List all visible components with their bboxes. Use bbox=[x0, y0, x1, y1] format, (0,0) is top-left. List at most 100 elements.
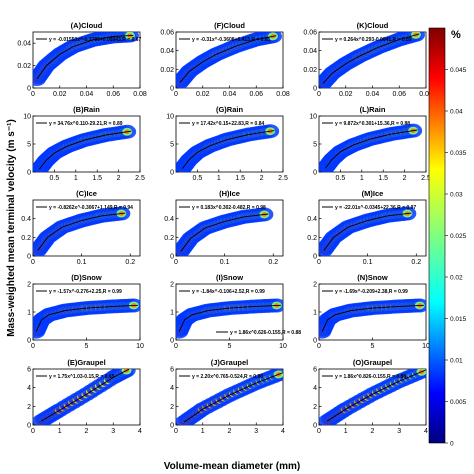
y-tick-label: 2 bbox=[27, 282, 31, 289]
x-tick-label: 2.5 bbox=[135, 175, 145, 182]
equation-label: y = -1.57x^-0.276+2.25,R = 0.99 bbox=[49, 289, 122, 295]
y-tick-label: 0.2 bbox=[164, 235, 174, 242]
equation-label: y = -22.01x^-0.0345+22.36,R = 0.97 bbox=[335, 205, 416, 211]
panel-title: (G)Rain bbox=[216, 105, 244, 114]
x-tick-label: 0.04 bbox=[80, 91, 94, 98]
fit-line bbox=[321, 304, 424, 332]
panel-title: (E)Graupel bbox=[67, 358, 105, 367]
equation-label: y = 0.183x^0.302-0.482,R = 0.98 bbox=[192, 205, 266, 211]
y-tick-label: 6 bbox=[313, 367, 317, 374]
colorbar-tick-label: 0.035 bbox=[450, 150, 467, 157]
x-tick-label: 0.1 bbox=[77, 259, 87, 266]
panel-title: (A)Cloud bbox=[71, 21, 103, 30]
y-tick-label: 5 bbox=[27, 142, 31, 149]
panel: (M)Ice y = -22.01x^-0.0345+22.36,R = 0.97… bbox=[307, 189, 427, 266]
x-tick-label: 0 bbox=[317, 259, 321, 266]
colorbar-unit: % bbox=[451, 29, 461, 41]
panel: (A)Cloud y = -0.01550x^-0.3786+0.08943,R … bbox=[17, 21, 147, 98]
panel-title: (H)Ice bbox=[219, 189, 240, 198]
x-tick-label: 1.5 bbox=[378, 175, 388, 182]
x-tick-label: 0 bbox=[317, 91, 321, 98]
panel: (D)Snow y = -1.57x^-0.276+2.25,R = 0.99 0 5… bbox=[27, 273, 144, 350]
x-tick-label: 0.2 bbox=[411, 259, 421, 266]
colorbar-tick-label: 0.04 bbox=[450, 109, 463, 116]
y-tick-label: 0.04 bbox=[160, 48, 174, 55]
fit-line bbox=[37, 212, 126, 251]
colorbar: % 0.045 0.04 0.035 0.03 0.025 0.02 0.015 0.01 0.… bbox=[428, 27, 467, 448]
panel: (E)Graupel y = 1.75x^1.03-0.15,R = 0.85 0 1… bbox=[27, 358, 142, 435]
x-tick-label: 0.08 bbox=[276, 91, 290, 98]
x-tick-label: 0.08 bbox=[419, 91, 433, 98]
panel: (F)Cloud y = -0.31x^-0.3608+0.413,R = 0.8… bbox=[160, 21, 290, 98]
y-tick-label: 2 bbox=[170, 282, 174, 289]
x-tick-label: 0.1 bbox=[220, 259, 230, 266]
panel: (G)Rain y = 17.42x^0.15+22.83,R = 0.84 0.5… bbox=[166, 105, 288, 182]
annotation-equation: y = 1.86x^0.626-0.155,R = 0.88 bbox=[230, 330, 301, 336]
y-tick-label: 0.2 bbox=[307, 235, 317, 242]
y-tick-label: 0 bbox=[27, 423, 31, 430]
y-tick-label: 0.02 bbox=[160, 67, 174, 74]
panel: (I)Snow y = -1.84x^-0.106+2.52,R = 0.99 0 5… bbox=[170, 273, 287, 350]
x-tick-label: 2 bbox=[117, 175, 121, 182]
panel-title: (L)Rain bbox=[360, 105, 386, 114]
y-tick-label: 2 bbox=[27, 404, 31, 411]
equation-label: y = 0.264x^0.293-0.0641,R = 0.89 bbox=[335, 37, 412, 43]
x-tick-label: 1 bbox=[58, 428, 62, 435]
panel-title: (C)Ice bbox=[76, 189, 97, 198]
x-tick-label: 0 bbox=[31, 259, 35, 266]
x-tick-label: 1 bbox=[201, 428, 205, 435]
fit-line bbox=[182, 130, 275, 169]
x-tick-label: 0.06 bbox=[392, 91, 406, 98]
panel: (O)Graupel y = 1.86x^0.826-0.155,R = 0.88… bbox=[313, 358, 428, 435]
equation-label: y = 34.76x^0.110-29.21,R = 0.89 bbox=[49, 121, 123, 127]
colorbar-tick-label: 0.025 bbox=[450, 233, 467, 240]
fit-line bbox=[322, 33, 420, 84]
density-cloud bbox=[33, 206, 131, 256]
colorbar-tick-label: 0.045 bbox=[450, 67, 467, 74]
x-tick-label: 0.2 bbox=[268, 259, 278, 266]
panel: (K)Cloud y = 0.264x^0.293-0.0641,R = 0.89… bbox=[303, 21, 433, 98]
x-tick-label: 1.5 bbox=[235, 175, 245, 182]
x-tick-label: 2.5 bbox=[278, 175, 288, 182]
y-tick-label: 0 bbox=[170, 338, 174, 345]
x-tick-label: 0 bbox=[31, 428, 35, 435]
x-tick-label: 2 bbox=[85, 428, 89, 435]
panel: (L)Rain y = 9.872x^0.301+15.36,R = 0.88 0.… bbox=[309, 105, 431, 182]
y-tick-label: 6 bbox=[27, 367, 31, 374]
x-tick-label: 0.06 bbox=[249, 91, 263, 98]
colorbar-tick-label: 0.02 bbox=[450, 275, 463, 282]
y-tick-label: 0 bbox=[170, 86, 174, 93]
x-tick-label: 5 bbox=[228, 343, 232, 350]
fit-line bbox=[178, 304, 281, 332]
y-tick-label: 0.4 bbox=[21, 216, 31, 223]
x-tick-label: 4 bbox=[138, 428, 142, 435]
y-tick-label: 0 bbox=[313, 86, 317, 93]
y-tick-label: 2 bbox=[170, 404, 174, 411]
x-tick-label: 1 bbox=[74, 175, 78, 182]
y-tick-label: 5 bbox=[170, 142, 174, 149]
fit-line bbox=[323, 212, 412, 251]
x-tick-label: 0 bbox=[317, 343, 321, 350]
equation-label: y = -0.31x^-0.3608+0.413,R = 0.81 bbox=[192, 37, 271, 43]
panels-group: (A)Cloud y = -0.01550x^-0.3786+0.08943,R … bbox=[17, 21, 433, 435]
x-tick-label: 5 bbox=[85, 343, 89, 350]
y-tick-label: 4 bbox=[313, 385, 317, 392]
x-tick-label: 0.04 bbox=[366, 91, 380, 98]
panel-title: (O)Graupel bbox=[353, 358, 392, 367]
equation-label: y = -1.84x^-0.106+2.52,R = 0.99 bbox=[192, 289, 265, 295]
colorbar-tick-label: 0.03 bbox=[450, 192, 463, 199]
fit-line bbox=[326, 369, 426, 422]
fit-line bbox=[39, 130, 132, 170]
panel-title: (K)Cloud bbox=[357, 21, 389, 30]
y-tick-label: 2 bbox=[313, 282, 317, 289]
y-tick-label: 0 bbox=[170, 423, 174, 430]
equation-label: y = 1.86x^0.826-0.155,R = 0.88 bbox=[335, 374, 406, 380]
x-tick-label: 2 bbox=[371, 428, 375, 435]
y-tick-label: 2 bbox=[313, 404, 317, 411]
equation-label: y = -1.69x^-0.209+2.38,R = 0.99 bbox=[335, 289, 408, 295]
y-tick-label: 0 bbox=[170, 254, 174, 261]
fit-line bbox=[180, 213, 269, 252]
x-tick-label: 0.06 bbox=[106, 91, 120, 98]
fit-line bbox=[40, 369, 130, 422]
